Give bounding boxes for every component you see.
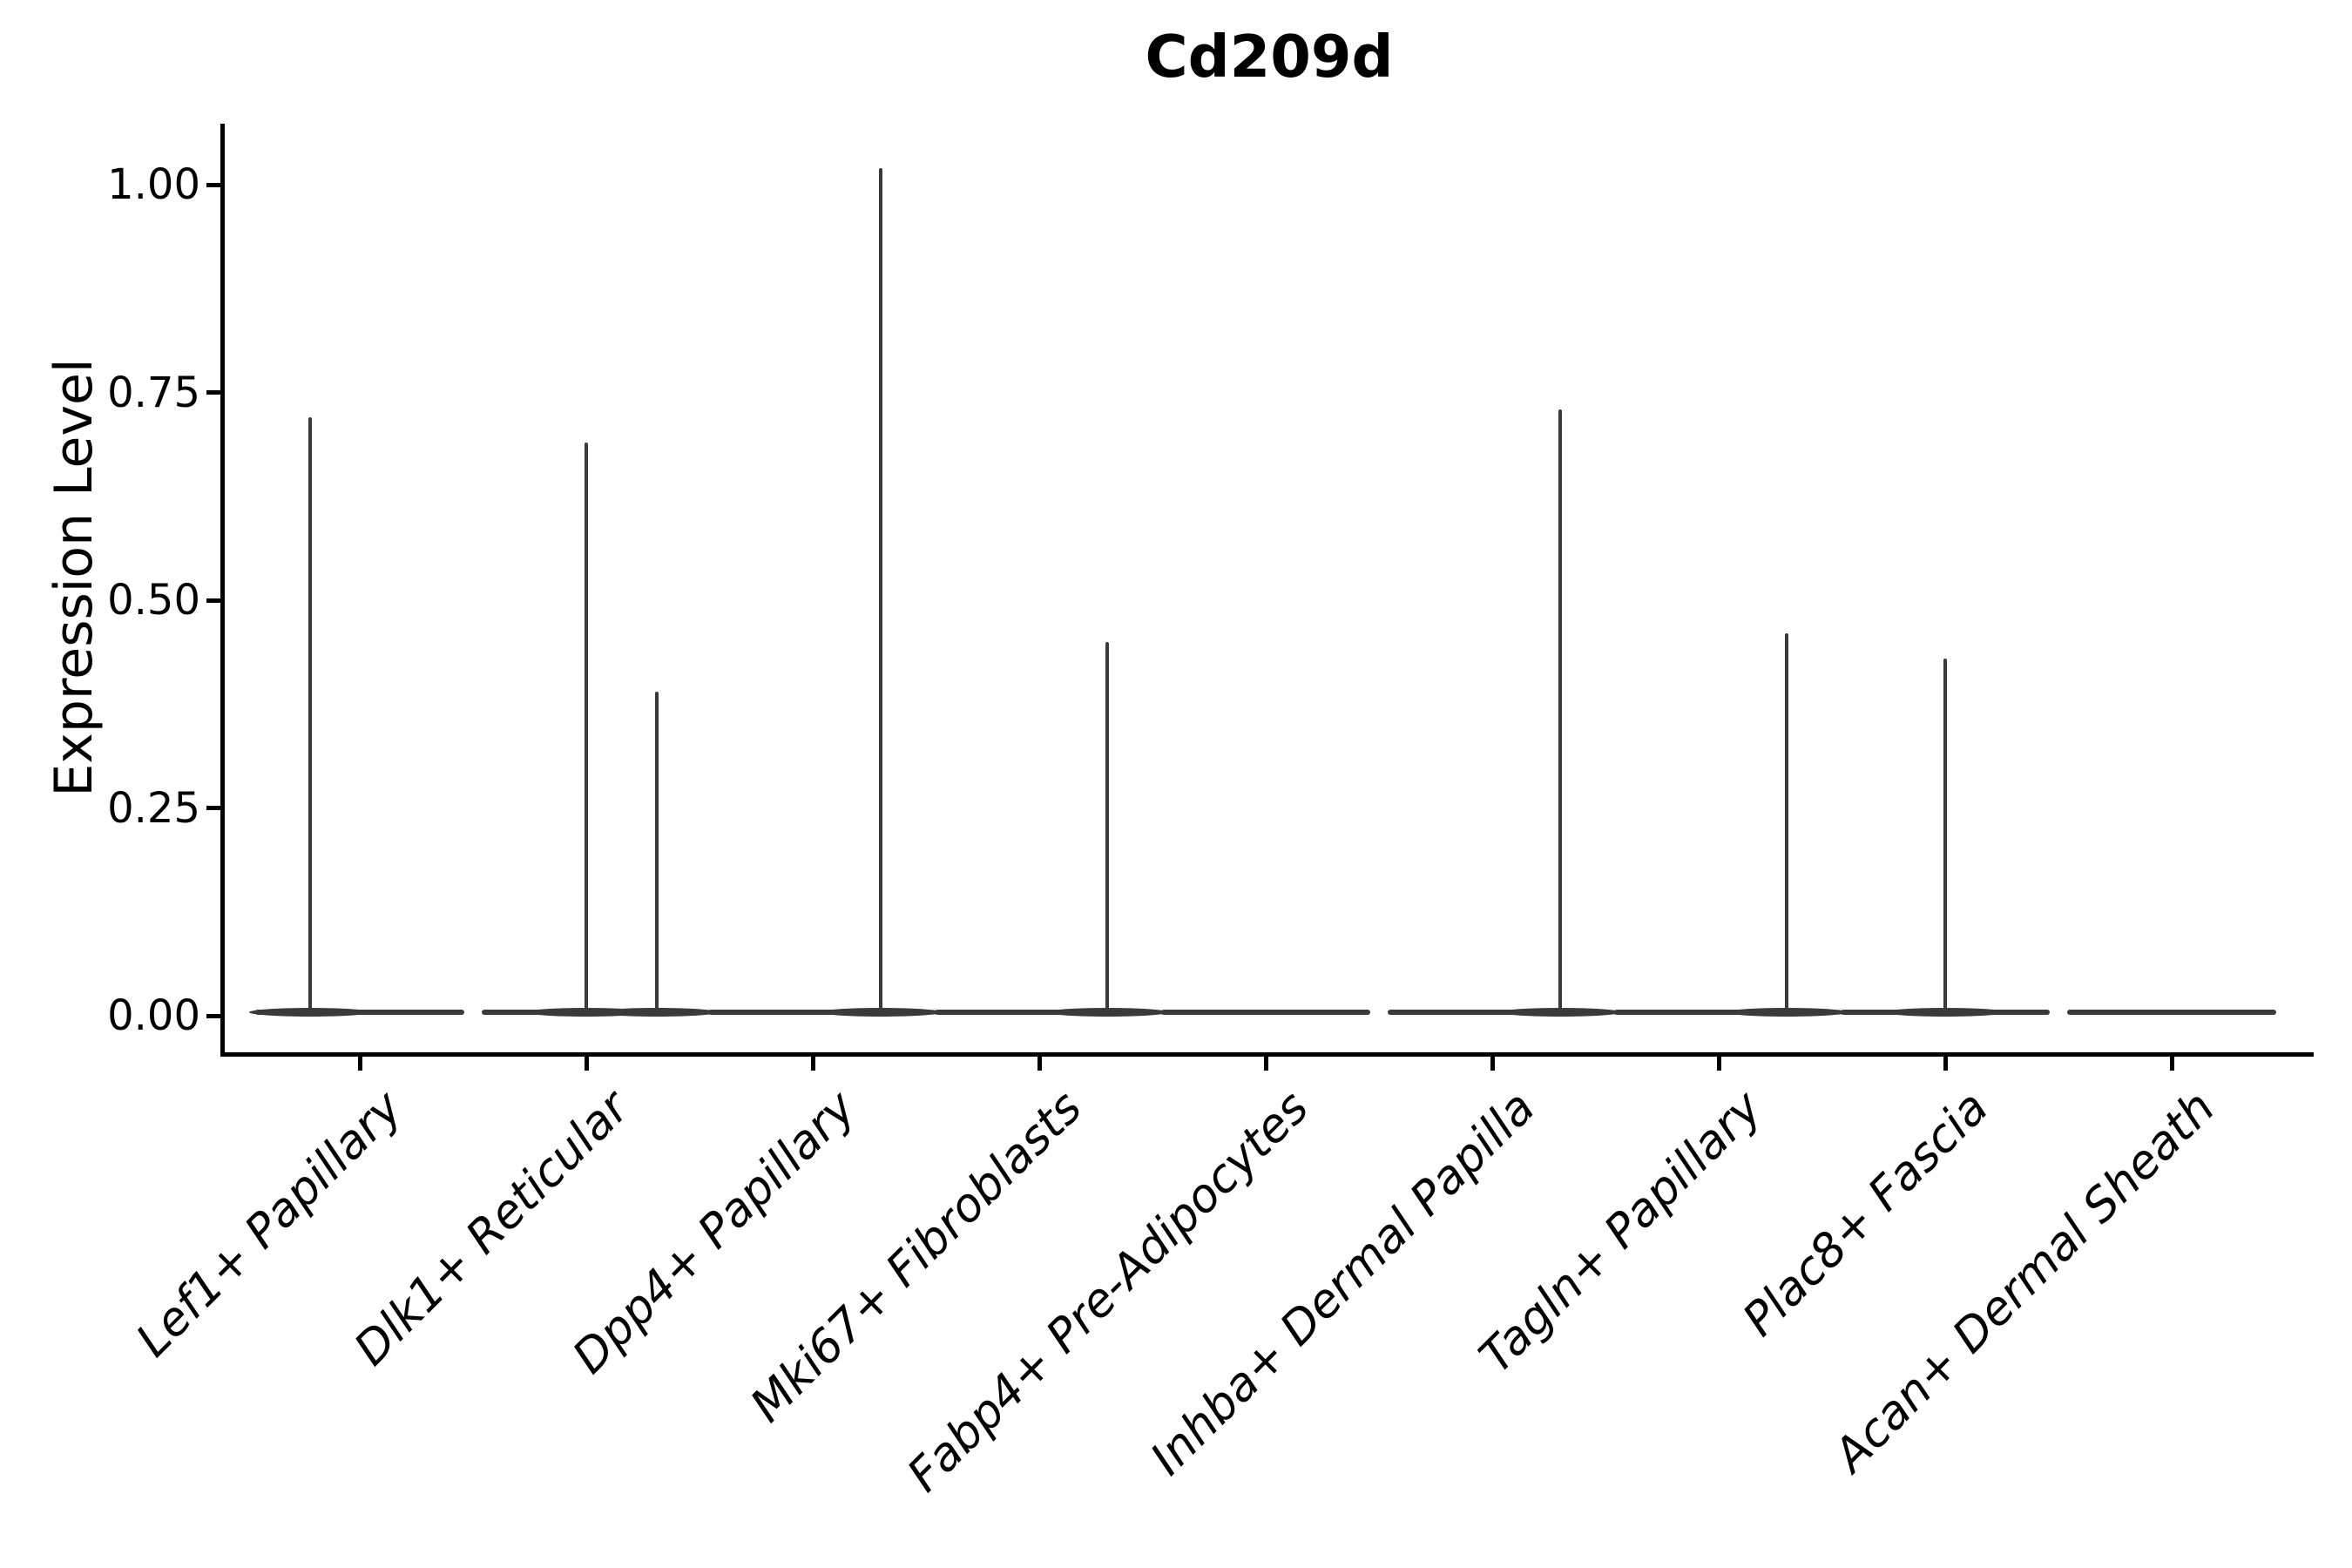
x-tick-label-5: Inhba+ Dermal Papilla	[1140, 1080, 1546, 1486]
violin-spike-1-0	[585, 442, 588, 1015]
x-tick-mark-2	[810, 1057, 815, 1071]
violin-spike-6-0	[1785, 633, 1788, 1015]
x-tick-label-4: Fabp4+ Pre-Adipocytes	[897, 1080, 1320, 1503]
x-tick-label-7: Plac8+ Fascia	[1733, 1080, 1999, 1347]
x-tick-label-8: Acan+ Dermal Sheath	[1823, 1080, 2226, 1483]
x-tick-mark-3	[1037, 1057, 1042, 1071]
x-tick-mark-6	[1716, 1057, 1721, 1071]
x-tick-mark-8	[2169, 1057, 2174, 1071]
y-tick-mark-4	[206, 1013, 220, 1018]
violin-spike-5-0	[1558, 409, 1562, 1015]
violin-spike-0-0	[308, 417, 312, 1015]
violin-spike-3-0	[1105, 641, 1109, 1015]
y-tick-label-2: 0.50	[107, 576, 200, 625]
violin-spike-1-1	[654, 691, 659, 1015]
violin-baseline-4	[1161, 1010, 1370, 1015]
violin-baseline-6	[1614, 1010, 1823, 1015]
y-tick-label-0: 1.00	[107, 160, 200, 209]
y-tick-mark-1	[206, 390, 220, 395]
y-tick-mark-0	[206, 182, 220, 187]
violin-baseline-2	[708, 1010, 917, 1015]
x-tick-mark-1	[584, 1057, 589, 1071]
violin-spike-2-0	[879, 167, 882, 1015]
violin-spike-7-0	[1943, 658, 1947, 1015]
chart-title: Cd209d	[1145, 23, 1394, 91]
x-tick-mark-0	[357, 1057, 362, 1071]
y-tick-label-4: 0.00	[107, 991, 200, 1040]
x-axis-spine	[220, 1052, 2314, 1057]
x-tick-mark-7	[1943, 1057, 1948, 1071]
x-tick-mark-4	[1263, 1057, 1268, 1071]
violin-baseline-5	[1388, 1010, 1597, 1015]
y-tick-mark-3	[206, 806, 220, 810]
y-tick-mark-2	[206, 598, 220, 603]
violin-baseline-8	[2067, 1010, 2276, 1015]
violin-baseline-3	[935, 1010, 1144, 1015]
y-tick-label-1: 0.75	[107, 368, 200, 417]
x-tick-mark-5	[1490, 1057, 1495, 1071]
y-axis-spine	[220, 124, 225, 1054]
y-tick-label-3: 0.25	[107, 783, 200, 833]
